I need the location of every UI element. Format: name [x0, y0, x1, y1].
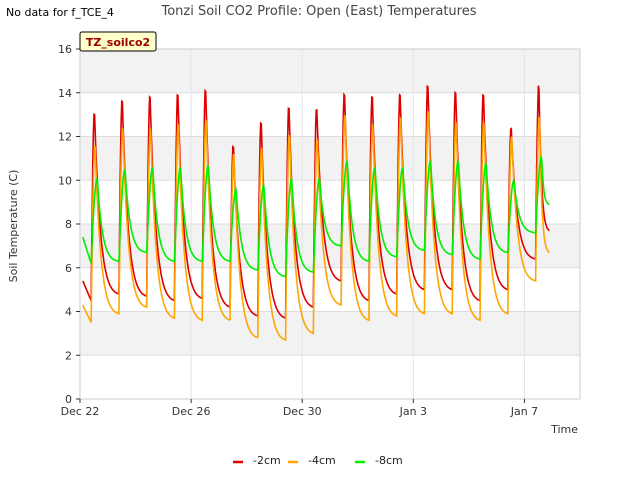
x-axis: Dec 22 Dec 26 Dec 30 Jan 3 Jan 7	[61, 399, 538, 418]
no-data-note: No data for f_TCE_4	[6, 6, 114, 19]
x-tick-label: Jan 7	[510, 405, 538, 418]
legend: -2cm -4cm -8cm	[233, 454, 403, 467]
y-tick-label: 8	[65, 218, 72, 231]
grid-band	[80, 49, 580, 93]
series-layer	[82, 84, 550, 342]
grid-band	[80, 224, 580, 268]
grid-band	[80, 180, 580, 224]
chart-title: Tonzi Soil CO2 Profile: Open (East) Temp…	[160, 4, 476, 19]
legend-label: -2cm	[253, 454, 281, 467]
grid-band	[80, 311, 580, 356]
y-tick-label: 4	[65, 306, 72, 319]
y-tick-label: 16	[58, 43, 72, 56]
series-line-minus-4cm	[82, 110, 550, 342]
x-tick-label: Jan 3	[399, 405, 427, 418]
tag-label: TZ_soilco2	[86, 36, 150, 49]
y-tick-label: 2	[65, 349, 72, 362]
legend-label: -4cm	[308, 454, 336, 467]
y-axis-label: Soil Temperature (C)	[7, 170, 20, 283]
x-tick-label: Dec 26	[172, 405, 211, 418]
x-tick-label: Dec 22	[61, 405, 100, 418]
y-tick-label: 12	[58, 131, 72, 144]
grid-band	[80, 136, 580, 181]
y-axis: 0 2 4 6 8 10 12 14 16	[58, 43, 80, 406]
tag-box: TZ_soilco2	[79, 31, 157, 52]
y-tick-label: 14	[58, 87, 72, 100]
x-axis-label: Time	[550, 423, 578, 436]
grid-bands	[80, 49, 580, 399]
series-line-minus-2cm	[82, 84, 550, 320]
grid-band	[80, 92, 580, 137]
grid-band	[80, 355, 580, 399]
x-tick-label: Dec 30	[283, 405, 322, 418]
y-tick-label: 6	[65, 262, 72, 275]
y-tick-label: 0	[65, 393, 72, 406]
legend-label: -8cm	[375, 454, 403, 467]
y-tick-label: 10	[58, 174, 72, 187]
series-line-minus-8cm	[82, 156, 550, 278]
